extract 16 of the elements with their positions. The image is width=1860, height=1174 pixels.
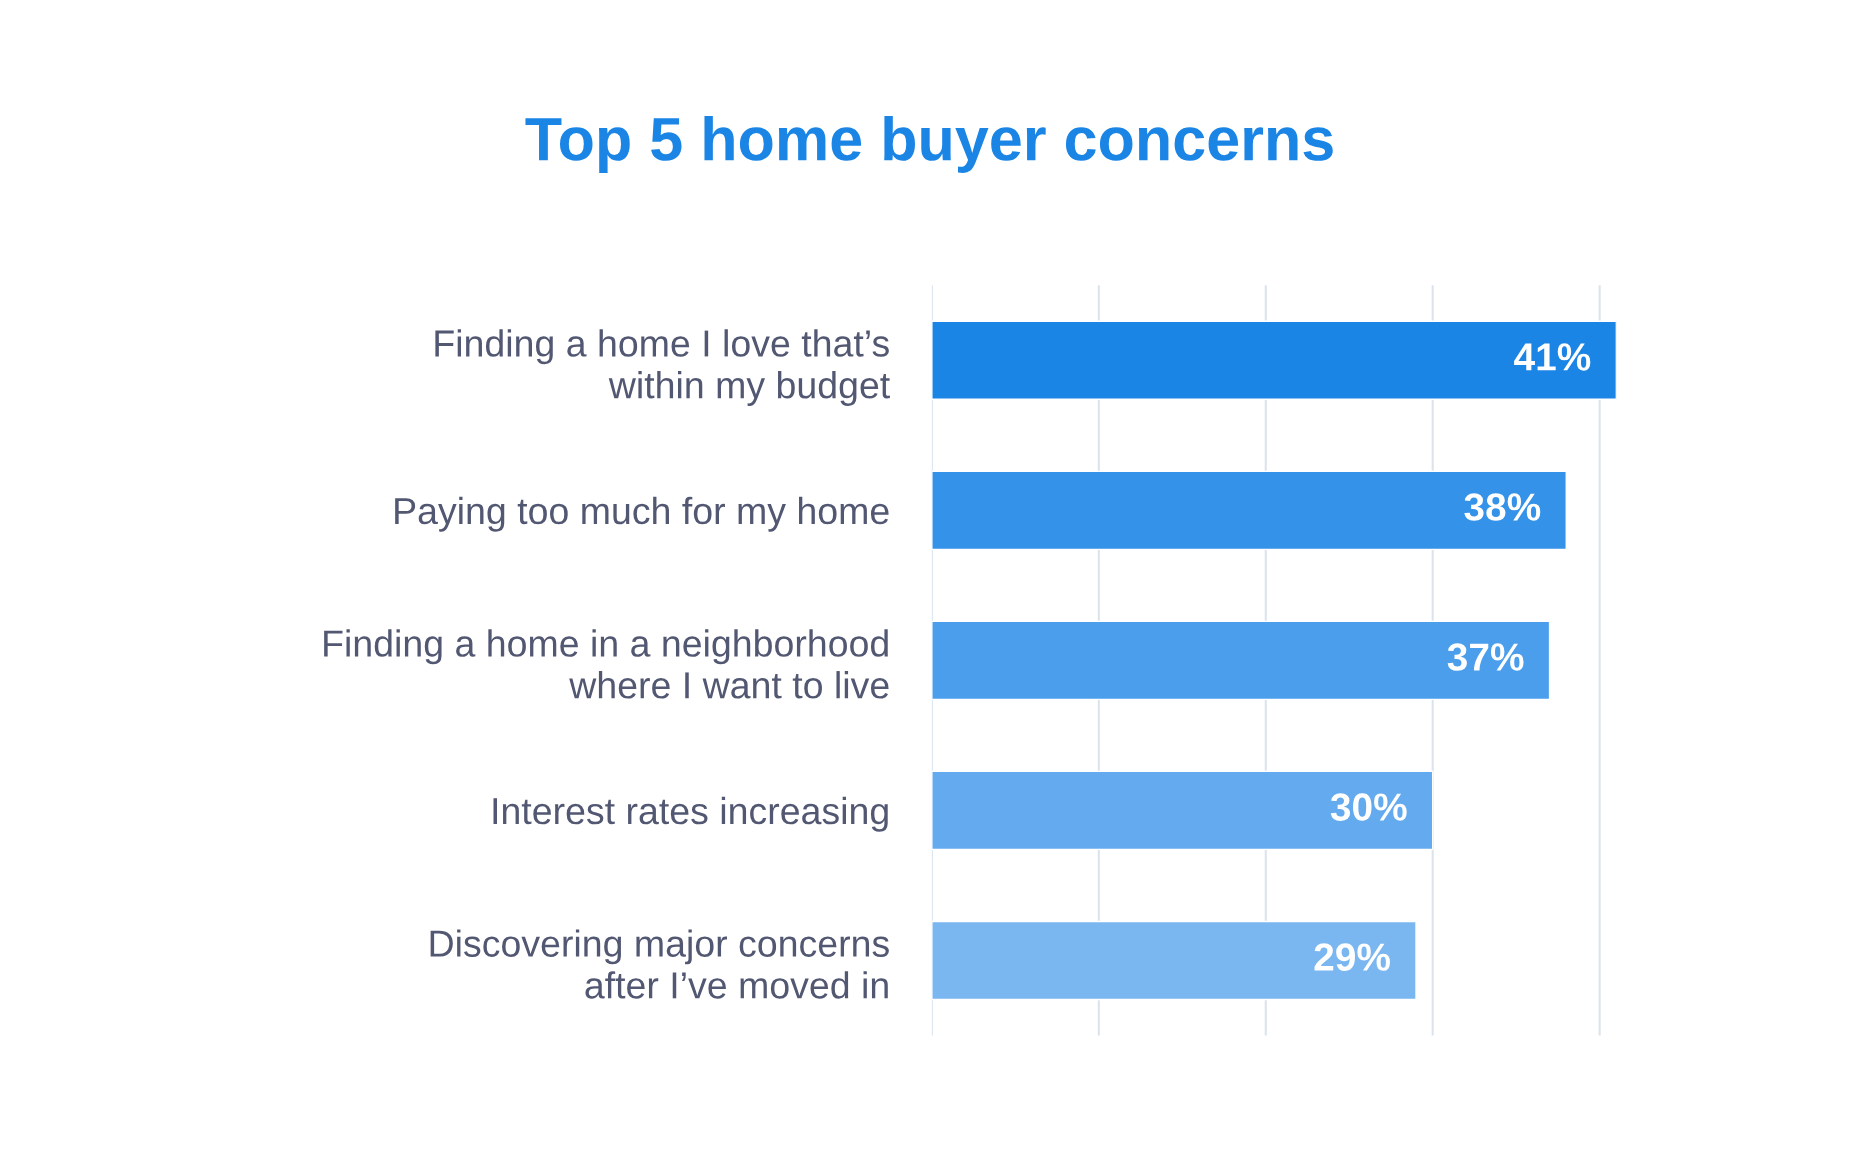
chart-title: Top 5 home buyer concerns <box>525 115 1333 173</box>
y-tick-label: Discovering major concerns after I’ve moved in <box>430 929 889 999</box>
data-label: 29% <box>1314 943 1390 971</box>
data-label: 38% <box>1464 493 1541 521</box>
data-label: 37% <box>1447 643 1524 671</box>
bar <box>931 770 1434 851</box>
bar <box>931 920 1417 1001</box>
bar <box>931 320 1617 401</box>
data-label: 41% <box>1514 343 1591 371</box>
y-tick-label: Interest rates increasing <box>493 796 888 832</box>
bar <box>931 620 1551 701</box>
bar <box>931 470 1567 551</box>
y-tick-label: Paying too much for my home <box>395 496 889 532</box>
data-label: 30% <box>1330 793 1407 821</box>
y-tick-label: Finding a home in a neighborhood where I want to live <box>324 629 889 699</box>
y-tick-label: Finding a home I love that’s within my budget <box>435 329 890 406</box>
